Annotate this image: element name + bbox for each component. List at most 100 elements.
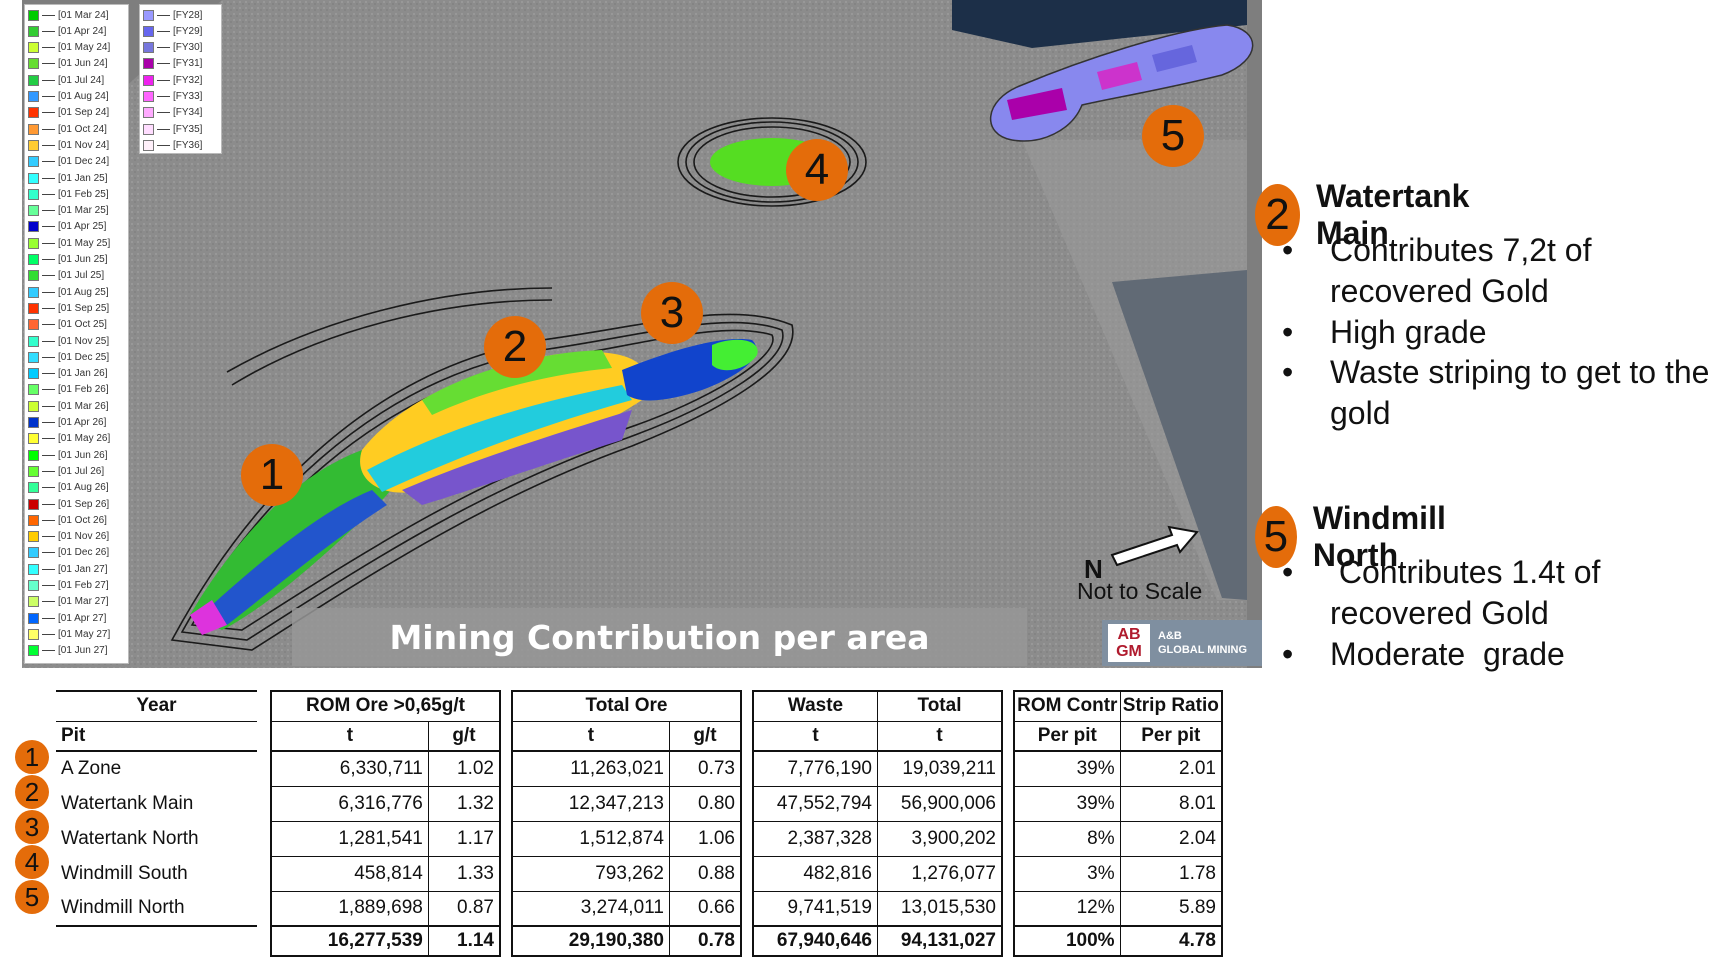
legend-line	[42, 307, 55, 309]
pit-name: Windmill South	[61, 862, 188, 884]
legend-label: [01 Mar 25]	[58, 205, 109, 217]
legend-line	[42, 650, 55, 652]
legend-swatch	[28, 58, 39, 70]
rom-t-cell: 1,889,698	[271, 891, 429, 927]
map-marker-2: 2	[484, 316, 546, 378]
ore-t-cell: 1,512,874	[512, 821, 670, 857]
legend-swatch	[143, 42, 154, 54]
legend-item: [01 Dec 26]	[25, 545, 109, 561]
legend-swatch	[28, 645, 39, 657]
pit-5-magenta-block	[1007, 88, 1067, 120]
legend-line	[157, 14, 170, 16]
legend-item: [01 Jul 24]	[25, 72, 104, 88]
legend-line	[157, 112, 170, 114]
schedule-legend-months: [01 Mar 24] [01 Apr 24] [01 May 24] [01 Jun…	[24, 4, 129, 664]
legend-line	[42, 405, 55, 407]
totals-row: 29,190,380 0.78	[512, 926, 741, 956]
legend-item: [01 Dec 24]	[25, 154, 109, 170]
total-cell: 1,276,077	[877, 856, 1002, 892]
legend-line	[42, 503, 55, 505]
legend-label: [FY33]	[173, 91, 203, 102]
logo-mark: AB GM	[1108, 624, 1150, 662]
table-marker-4: 4	[15, 845, 49, 879]
legend-item: [01 Jan 27]	[25, 561, 107, 577]
waste-cell: 482,816	[753, 856, 878, 892]
pit-name-table: Year Pit A Zone Watertank Main Watertank…	[56, 690, 257, 927]
table-row: Windmill North	[56, 891, 257, 927]
grand-total: 94,131,027	[900, 930, 996, 951]
pit-3-end-green	[712, 339, 758, 371]
legend-label: [01 Jun 25]	[58, 254, 108, 265]
rom-gt-cell: 1.17	[428, 821, 500, 857]
pit-header: Pit	[56, 721, 257, 752]
ore-t-cell: 793,262	[512, 856, 670, 892]
legend-swatch	[143, 91, 154, 102]
pit-5-fy-block	[1097, 62, 1142, 90]
legend-line	[42, 454, 55, 456]
ore-gt-cell: 1.06	[669, 821, 741, 857]
legend-swatch	[28, 156, 39, 168]
unit-t: t	[877, 721, 1002, 752]
ore-t-cell: 12,347,213	[512, 786, 670, 822]
bullet-text: Moderate grade	[1330, 636, 1565, 672]
legend-swatch	[28, 74, 39, 86]
highlight-bullet: • Contributes 7,2t of recovered Gold	[1282, 230, 1713, 312]
legend-swatch	[143, 74, 154, 86]
legend-swatch	[28, 612, 39, 624]
per-pit-unit: Per pit	[1120, 721, 1222, 752]
legend-swatch	[28, 9, 39, 21]
table-row: 1,281,541 1.17	[271, 821, 500, 857]
legend-item: [01 Jan 26]	[25, 366, 107, 382]
highlight-title: Watertank Main	[1315, 178, 1470, 251]
ore-gt-cell: 0.80	[669, 786, 741, 822]
total-ore-table: Total Ore t g/t 11,263,021 0.73 12,347,213…	[511, 690, 742, 957]
legend-label: [FY31]	[173, 58, 203, 70]
legend-item: [01 Sep 24]	[25, 105, 109, 121]
legend-line	[42, 356, 55, 358]
legend-label: [01 Apr 26]	[58, 417, 107, 428]
waste-cell: 2,387,328	[753, 821, 878, 857]
legend-swatch	[28, 563, 39, 575]
legend-line	[157, 128, 170, 130]
table-row: 8% 2.04	[1014, 821, 1222, 857]
legend-swatch	[28, 188, 39, 200]
terrain-render: N	[22, 0, 1262, 668]
table-row: 12% 5.89	[1014, 891, 1222, 927]
legend-item: [FY34]	[140, 105, 202, 121]
legend-item: [FY31]	[140, 56, 202, 72]
legend-item: [01 Dec 25]	[25, 349, 109, 365]
totals-row: 16,277,539 1.14	[271, 926, 500, 956]
legend-item: [01 Jul 26]	[25, 463, 104, 479]
bullet-dot: •	[1282, 314, 1294, 350]
table-row: 793,262 0.88	[512, 856, 741, 892]
legend-swatch	[28, 400, 39, 412]
legend-item: [01 Sep 25]	[25, 300, 109, 316]
legend-label: [01 May 24]	[58, 42, 111, 54]
legend-swatch	[143, 139, 154, 151]
legend-swatch	[28, 270, 39, 282]
legend-item: [01 Feb 25]	[25, 186, 109, 202]
highlight-marker: 5	[1255, 506, 1297, 568]
unit-gt: g/t	[428, 721, 500, 752]
legend-label: [01 Mar 27]	[58, 596, 109, 608]
not-to-scale-label: Not to Scale	[1077, 578, 1203, 604]
mine-plan-map: N Mining Contribution per area Not to Sc…	[22, 0, 1262, 668]
legend-item: [01 Apr 26]	[25, 415, 106, 431]
table-row: Watertank Main	[56, 786, 257, 821]
legend-item: [01 Oct 25]	[25, 317, 107, 333]
legend-swatch	[28, 417, 39, 428]
legend-label: [01 Feb 26]	[58, 384, 109, 396]
legend-swatch	[28, 384, 39, 396]
legend-line	[42, 324, 55, 326]
legend-line	[157, 30, 170, 32]
highlight-bullet: • Waste striping to get to the gold	[1282, 352, 1713, 434]
legend-line	[42, 144, 55, 146]
bullet-text: High grade	[1330, 314, 1487, 350]
legend-line	[42, 14, 55, 16]
legend-swatch	[28, 531, 39, 543]
legend-item: [01 Aug 24]	[25, 89, 109, 105]
legend-item: [01 Mar 26]	[25, 398, 109, 414]
legend-swatch	[143, 123, 154, 135]
legend-swatch	[28, 205, 39, 217]
unit-gt: g/t	[669, 721, 741, 752]
